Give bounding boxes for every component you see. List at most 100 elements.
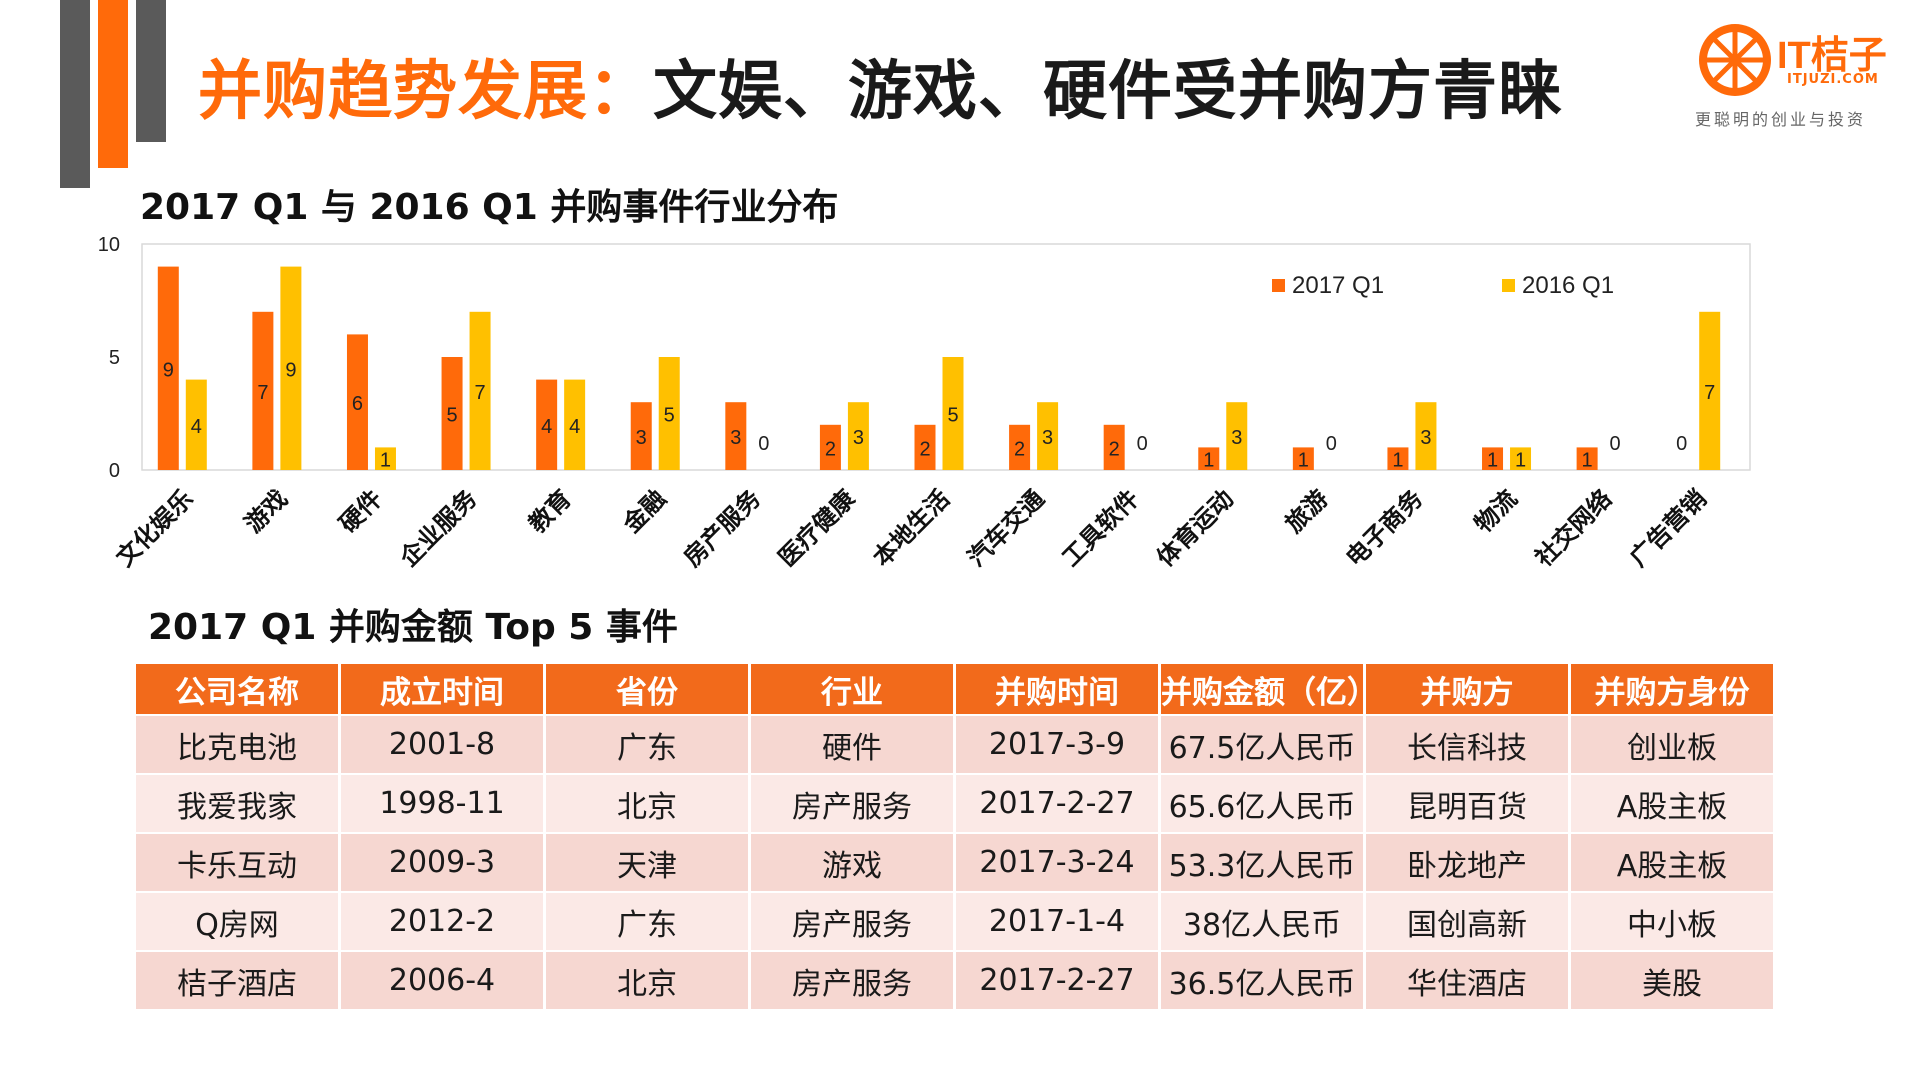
- data-label: 4: [569, 416, 580, 438]
- data-label: 2: [1109, 438, 1120, 460]
- table-cell: 房产服务: [751, 952, 953, 1009]
- x-tick-label: 企业服务: [395, 484, 483, 572]
- table-header-cell: 成立时间: [341, 664, 543, 714]
- data-label: 1: [1515, 450, 1526, 472]
- data-label: 1: [380, 450, 391, 472]
- chart-title: 2017 Q1 与 2016 Q1 并购事件行业分布: [140, 187, 839, 228]
- table-cell: Q房网: [136, 893, 338, 950]
- bar-2016: [469, 311, 491, 470]
- table-cell: 2017-3-24: [956, 834, 1158, 891]
- data-label: 1: [1392, 450, 1403, 472]
- table-header-cell: 行业: [751, 664, 953, 714]
- data-label: 3: [1231, 427, 1242, 449]
- legend-label-2016: 2016 Q1: [1522, 272, 1614, 299]
- data-label: 1: [1487, 450, 1498, 472]
- bar-2016: [1510, 447, 1532, 470]
- table-cell: 创业板: [1571, 716, 1773, 773]
- table-row: Q房网 2012-2 广东 房产服务 2017-1-4 38亿人民币 国创高新 中小板: [136, 893, 1773, 950]
- table-row: 比克电池 2001-8 广东 硬件 2017-3-9 67.5亿人民币 长信科技 创业板: [136, 716, 1773, 773]
- brand-logo: IT桔子 ITJUZI.COM 更聪明的创业与投资: [1695, 18, 1905, 133]
- legend-swatch-2016: [1502, 279, 1515, 292]
- table-cell: 硬件: [751, 716, 953, 773]
- data-label: 1: [1298, 450, 1309, 472]
- data-label: 3: [730, 427, 741, 449]
- table-cell: 67.5亿人民币: [1161, 716, 1363, 773]
- x-tick-label: 本地生活: [868, 485, 955, 572]
- decor-bar-gray-left: [60, 0, 90, 188]
- table-row: 桔子酒店 2006-4 北京 房产服务 2017-2-27 36.5亿人民币 华住酒店 美股: [136, 952, 1773, 1009]
- table-cell: 北京: [546, 952, 748, 1009]
- page-title: 并购趋势发展：文娱、游戏、硬件受并购方青睐: [198, 40, 1563, 132]
- data-label: 3: [1042, 427, 1053, 449]
- table-cell: 卧龙地产: [1366, 834, 1568, 891]
- bar-2016: [1037, 402, 1059, 470]
- y-tick-label: 5: [109, 347, 120, 369]
- table-cell: 房产服务: [751, 775, 953, 832]
- table-cell: 长信科技: [1366, 716, 1568, 773]
- bar-2017: [1387, 447, 1409, 470]
- bar-2017: [914, 424, 936, 470]
- bar-2016: [185, 379, 207, 470]
- legend-swatch-2017: [1272, 279, 1285, 292]
- table-header-cell: 省份: [546, 664, 748, 714]
- x-tick-label: 医疗健康: [773, 484, 861, 572]
- x-tick-label: 金融: [617, 484, 671, 538]
- data-label: 7: [1704, 382, 1715, 404]
- table-cell: 中小板: [1571, 893, 1773, 950]
- data-label: 0: [1326, 433, 1337, 455]
- table-cell: 房产服务: [751, 893, 953, 950]
- bar-2016: [1226, 402, 1248, 470]
- table-cell: 2017-2-27: [956, 952, 1158, 1009]
- table-cell: 2017-2-27: [956, 775, 1158, 832]
- data-label: 5: [664, 405, 675, 427]
- table-cell: 53.3亿人民币: [1161, 834, 1363, 891]
- x-tick-label: 房产服务: [678, 484, 766, 572]
- data-label: 3: [853, 427, 864, 449]
- bar-2016: [1415, 402, 1437, 470]
- bar-2017: [1482, 447, 1504, 470]
- data-label: 1: [1582, 450, 1593, 472]
- bar-2017: [536, 379, 558, 470]
- x-tick-label: 汽车交通: [962, 484, 1050, 572]
- brand-slogan: 更聪明的创业与投资: [1695, 110, 1867, 129]
- bar-2016: [564, 379, 586, 470]
- table-header-cell: 并购方身份: [1571, 664, 1773, 714]
- x-tick-label: 社交网络: [1530, 484, 1618, 572]
- bar-2017: [1009, 424, 1031, 470]
- table-header-cell: 并购时间: [956, 664, 1158, 714]
- top5-table: 公司名称 成立时间 省份 行业 并购时间 并购金额（亿） 并购方 并购方身份 比克电池 2001…: [133, 662, 1776, 1011]
- data-label: 3: [636, 427, 647, 449]
- page-title-rest: 文娱、游戏、硬件受并购方青睐: [653, 55, 1563, 129]
- x-tick-label: 电子商务: [1341, 484, 1429, 572]
- decor-bar-gray-right: [136, 0, 166, 142]
- bar-2017: [630, 402, 652, 470]
- bar-2017: [346, 334, 368, 470]
- table-cell: 38亿人民币: [1161, 893, 1363, 950]
- table-cell: 我爱我家: [136, 775, 338, 832]
- table-cell: 桔子酒店: [136, 952, 338, 1009]
- table-cell: 65.6亿人民币: [1161, 775, 1363, 832]
- bar-2017: [1292, 447, 1314, 470]
- table-header-cell: 公司名称: [136, 664, 338, 714]
- x-tick-label: 文化娱乐: [111, 484, 199, 572]
- table-header-cell: 并购方: [1366, 664, 1568, 714]
- data-label: 1: [1203, 450, 1214, 472]
- bar-2016: [280, 266, 302, 470]
- table-cell: A股主板: [1571, 775, 1773, 832]
- table-cell: 2009-3: [341, 834, 543, 891]
- table-cell: 卡乐互动: [136, 834, 338, 891]
- x-tick-label: 广告营销: [1624, 484, 1712, 572]
- x-tick-label: 物流: [1470, 485, 1523, 538]
- data-label: 0: [1610, 433, 1621, 455]
- table-cell: 广东: [546, 893, 748, 950]
- bar-2016: [374, 447, 396, 470]
- table-cell: 2001-8: [341, 716, 543, 773]
- data-label: 0: [1137, 433, 1148, 455]
- table-cell: 游戏: [751, 834, 953, 891]
- top5-table-container: 公司名称 成立时间 省份 行业 并购时间 并购金额（亿） 并购方 并购方身份 比克电池 2001…: [133, 662, 1776, 1011]
- table-cell: 广东: [546, 716, 748, 773]
- table-cell: 2012-2: [341, 893, 543, 950]
- table-cell: 昆明百货: [1366, 775, 1568, 832]
- orange-slice-icon: [1699, 24, 1771, 96]
- data-label: 3: [1420, 427, 1431, 449]
